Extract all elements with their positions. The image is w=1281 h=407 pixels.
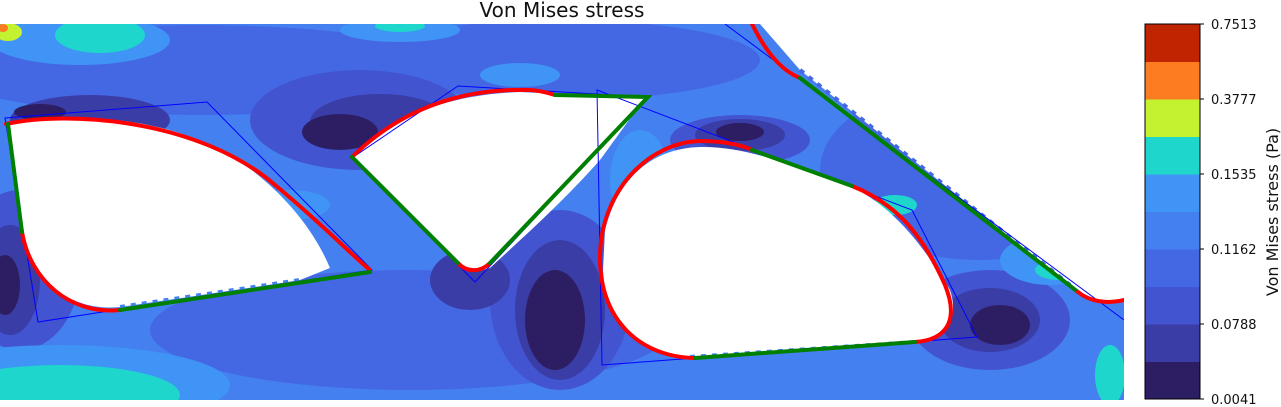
colorbar-level xyxy=(1145,361,1200,400)
boundary-straight xyxy=(350,155,460,265)
boundary-straight xyxy=(6,122,24,234)
colorbar-level xyxy=(1145,24,1200,62)
field-band xyxy=(716,123,764,141)
boundary-straight xyxy=(488,93,653,265)
colorbar-tick-label: 0.0788 xyxy=(1211,318,1257,333)
field-band xyxy=(0,365,180,400)
colorbar-tick-label: 0.1535 xyxy=(1211,168,1257,183)
void-edge-jagged xyxy=(119,278,301,309)
field-band xyxy=(55,24,145,53)
colorbar-level xyxy=(1145,61,1200,100)
field-band xyxy=(360,24,760,100)
boundary-straight xyxy=(750,148,854,188)
colorbar: 0.0041 0.0788 0.1162 0.1535 0.3777 0.7513 xyxy=(1144,18,1257,407)
colorbar-tick-label: 0.7513 xyxy=(1211,18,1257,33)
boundary-curve xyxy=(598,256,697,360)
void-left xyxy=(10,118,330,308)
colorbar-level xyxy=(1145,249,1200,287)
field-band xyxy=(0,255,20,315)
boundary-straight xyxy=(118,270,372,312)
field-band xyxy=(0,24,8,32)
colorbar-tick-label: 0.3777 xyxy=(1211,93,1257,108)
void-right xyxy=(603,146,954,357)
void-top-right xyxy=(760,24,1124,302)
colorbar-label: Von Mises stress (Pa) xyxy=(1263,128,1281,296)
boundary-curve xyxy=(598,138,754,260)
boundary-curve xyxy=(350,87,557,159)
boundary-curve xyxy=(850,184,953,344)
colorbar-level xyxy=(1145,174,1200,212)
boundary-curve xyxy=(20,230,122,313)
colorbar-level xyxy=(1145,286,1200,325)
field-band xyxy=(340,24,460,42)
boundary-straight xyxy=(798,76,1080,294)
field-band xyxy=(970,305,1030,345)
colorbar-frame xyxy=(1144,23,1201,400)
boundary-straight xyxy=(693,340,917,360)
colorbar-level xyxy=(1145,211,1200,250)
colorbar-level xyxy=(1145,99,1200,137)
field-band xyxy=(302,114,378,150)
void-middle xyxy=(352,92,645,271)
field-band xyxy=(525,270,585,370)
field-band xyxy=(375,24,425,32)
colorbar-tick-label: 0.0041 xyxy=(1211,393,1257,407)
field-band xyxy=(1095,345,1124,400)
colorbar-level xyxy=(1145,136,1200,175)
boundary-curve xyxy=(4,116,372,272)
colorbar-level xyxy=(1145,324,1200,362)
stress-field xyxy=(0,24,1124,400)
boundary-lines xyxy=(4,24,1124,360)
boundary-curve xyxy=(456,261,492,273)
field-band xyxy=(480,63,560,87)
chart-title: Von Mises stress xyxy=(479,0,645,22)
boundary-curve xyxy=(1076,290,1124,304)
colorbar-tick-label: 0.1162 xyxy=(1211,243,1257,258)
boundary-curve xyxy=(750,24,802,80)
